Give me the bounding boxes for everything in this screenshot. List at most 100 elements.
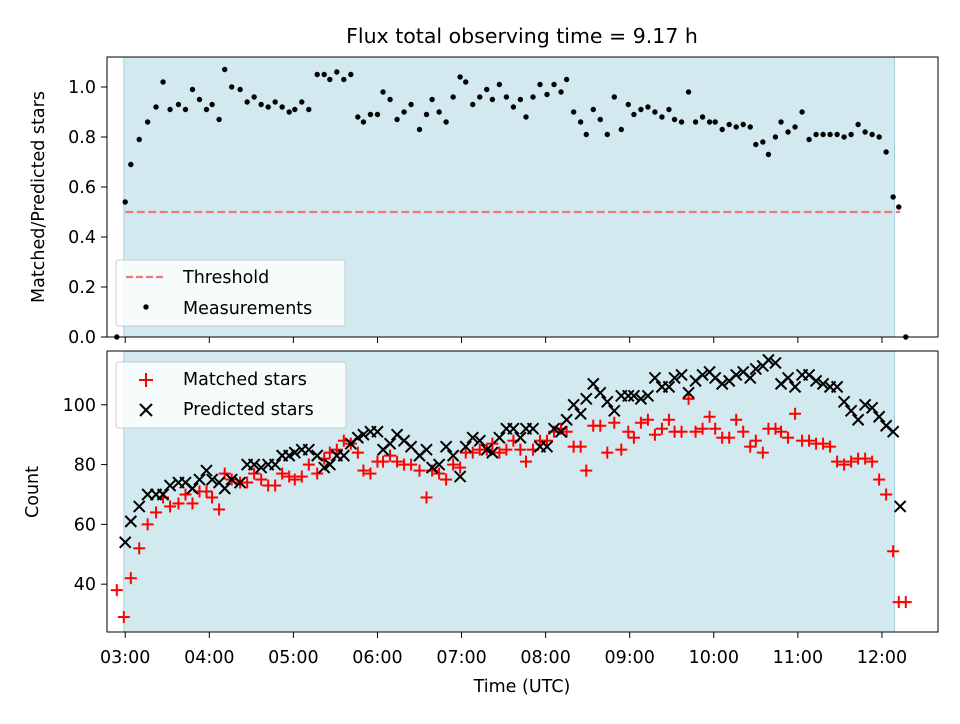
- predicted-star-point: [729, 368, 743, 382]
- measurement-point: [429, 96, 435, 103]
- predicted-star-point: [675, 368, 688, 382]
- matched-star-point: [141, 518, 154, 531]
- y-tick-label: 1.0: [68, 78, 96, 98]
- measurement-point: [394, 116, 400, 123]
- measurement-point: [530, 94, 536, 100]
- measurement-point: [760, 139, 766, 145]
- predicted-star-point: [587, 377, 600, 391]
- measurement-point: [387, 96, 393, 103]
- matched-star-point: [179, 488, 192, 501]
- predicted-star-point: [133, 500, 146, 513]
- predicted-star-point: [425, 461, 439, 474]
- measurement-point: [558, 89, 564, 95]
- y-tick-label: 40: [74, 575, 96, 595]
- matched-star-point: [634, 416, 647, 429]
- measurement-point: [544, 91, 550, 98]
- measurement-point: [367, 111, 374, 118]
- matched-star-point: [351, 446, 364, 459]
- x-axis-label: Time (UTC): [473, 677, 571, 697]
- predicted-star-point: [225, 473, 238, 486]
- measurement-point: [436, 109, 442, 115]
- measurement-point: [408, 101, 414, 108]
- matched-star-point: [486, 437, 499, 450]
- matched-star-point: [241, 476, 254, 489]
- predicted-star-point: [830, 380, 844, 394]
- matched-star-point: [845, 455, 858, 468]
- measurement-point: [144, 119, 151, 125]
- measurement-point: [666, 106, 672, 113]
- predicted-star-point: [682, 386, 695, 400]
- measurement-point: [631, 111, 637, 118]
- measurement-point: [443, 119, 449, 125]
- predicted-star-point: [459, 440, 472, 453]
- predicted-star-point: [302, 443, 316, 456]
- measurement-point: [470, 101, 476, 108]
- measurement-point: [652, 109, 658, 115]
- predicted-star-point: [193, 473, 206, 486]
- y-tick-label: 0.8: [68, 128, 96, 148]
- y-tick-label: 0.6: [68, 178, 96, 198]
- predicted-star-point: [865, 401, 879, 415]
- measurement-point: [706, 119, 713, 125]
- measurement-point: [503, 94, 510, 100]
- measurement-point: [778, 119, 784, 125]
- predicted-star-point: [844, 404, 858, 417]
- matched-star-point: [744, 440, 757, 453]
- predicted-star-point: [218, 482, 231, 495]
- legend-matched-label: Matched stars: [183, 370, 307, 390]
- matched-star-point: [675, 425, 688, 438]
- predicted-star-point: [486, 446, 499, 459]
- measurement-point: [489, 96, 496, 103]
- measurement-point: [890, 194, 896, 200]
- predicted-star-point: [634, 392, 648, 406]
- matched-star-point: [520, 455, 533, 468]
- measurement-point: [244, 99, 250, 105]
- predicted-star-point: [357, 428, 370, 441]
- matched-star-point: [213, 503, 226, 516]
- measurement-point: [360, 119, 367, 125]
- predicted-star-point: [540, 440, 554, 453]
- matched-star-point: [276, 467, 289, 480]
- matched-star-point: [447, 458, 460, 471]
- x-tick-label: 10:00: [689, 648, 739, 668]
- predicted-star-point: [788, 380, 802, 394]
- measurement-point: [510, 104, 517, 110]
- matched-star-point: [641, 413, 654, 426]
- measurement-point: [813, 131, 819, 138]
- matched-star-point: [283, 470, 296, 483]
- measurement-point: [671, 116, 678, 123]
- measurement-point: [645, 104, 651, 110]
- matched-star-point: [873, 473, 886, 486]
- matched-star-point: [730, 413, 743, 426]
- matched-star-point: [662, 413, 675, 426]
- x-tick-label: 07:00: [436, 648, 486, 668]
- predicted-star-point: [696, 368, 709, 382]
- measurement-point: [160, 79, 166, 85]
- matched-star-point: [601, 446, 614, 459]
- matched-star-point: [172, 497, 185, 510]
- predicted-star-point: [233, 476, 247, 489]
- measurement-point: [590, 106, 596, 113]
- matched-star-point: [859, 452, 872, 465]
- bottom-y-ticks: 40 60 80 100: [63, 396, 107, 595]
- measurement-point: [327, 76, 333, 83]
- matched-star-point: [413, 464, 426, 477]
- predicted-star-point: [323, 458, 337, 471]
- bottom-y-axis-label: Count: [23, 466, 43, 518]
- predicted-star-point: [594, 386, 607, 400]
- predicted-star-point: [507, 422, 520, 435]
- matched-star-point: [357, 464, 370, 477]
- measurement-point: [216, 116, 222, 123]
- predicted-star-point: [186, 482, 199, 495]
- y-tick-label: 0.4: [68, 228, 96, 248]
- matched-star-point: [364, 467, 377, 480]
- matched-star-point: [655, 422, 668, 435]
- measurement-point: [523, 114, 529, 120]
- predicted-star-point: [648, 371, 662, 385]
- predicted-star-point: [769, 356, 782, 370]
- matched-star-point: [514, 443, 527, 456]
- matched-star-point: [560, 425, 573, 438]
- matched-star-point: [622, 425, 635, 438]
- measurement-point: [678, 119, 685, 125]
